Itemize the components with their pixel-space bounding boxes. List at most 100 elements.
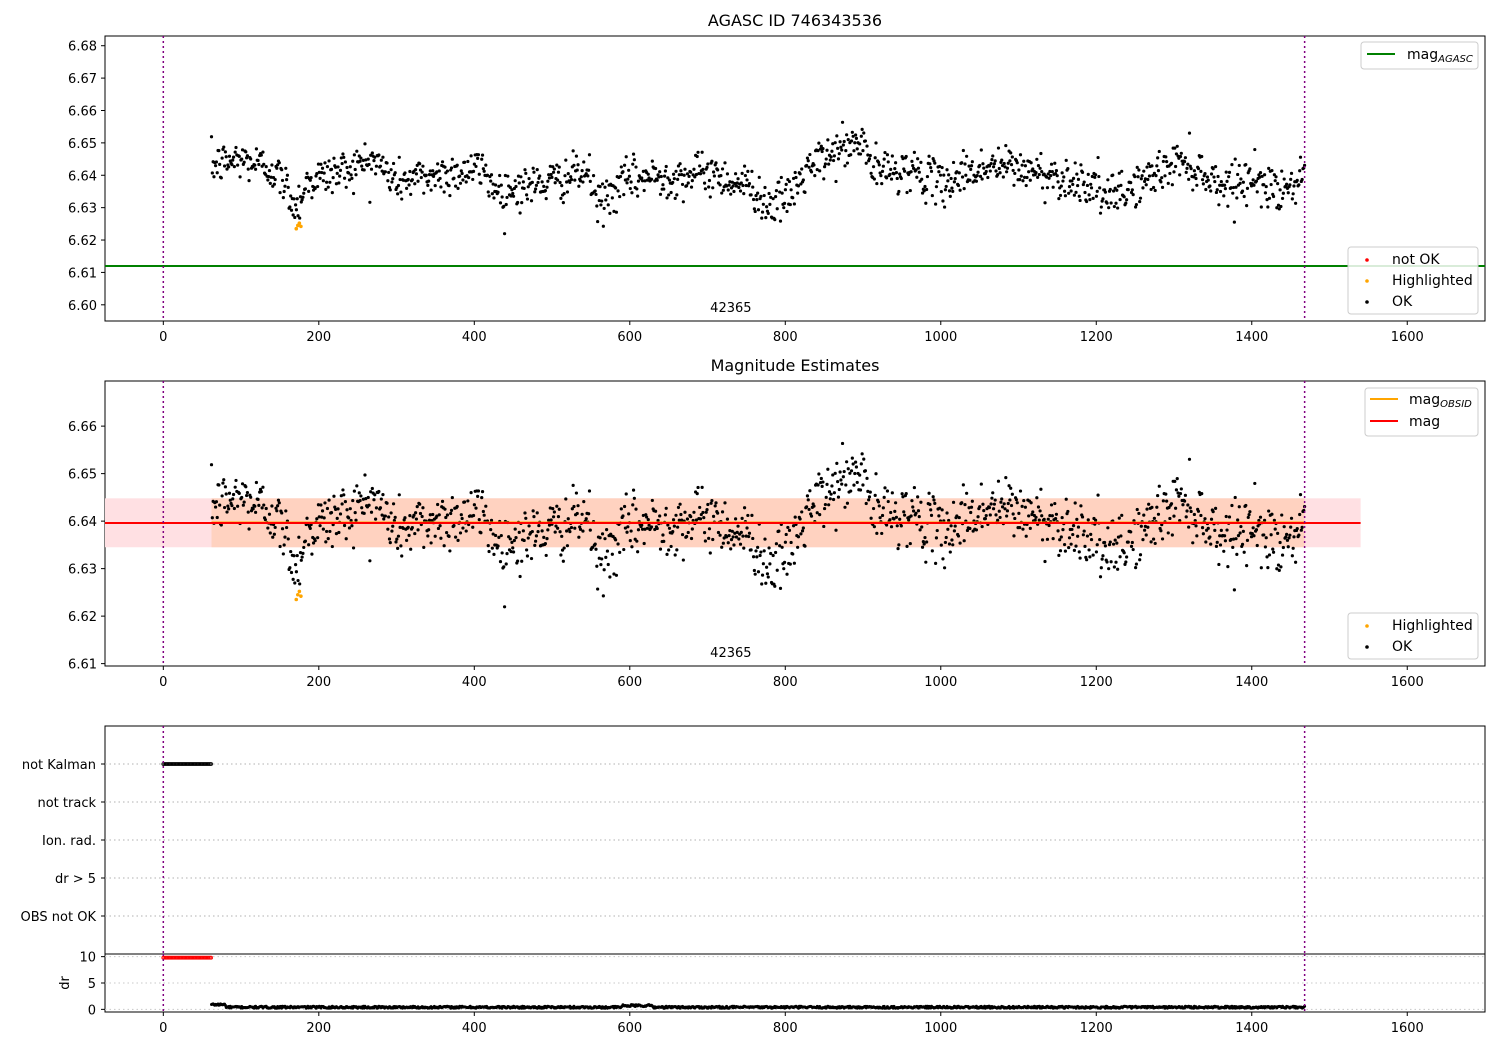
ok-point: [934, 561, 938, 565]
x-tick-label: 800: [773, 330, 798, 345]
ok-point: [818, 147, 823, 151]
ok-point: [919, 160, 923, 164]
ok-point: [240, 157, 244, 161]
ok-point: [1049, 174, 1053, 178]
ok-point: [967, 164, 971, 168]
ok-point: [1246, 515, 1250, 520]
ok-point: [1175, 477, 1179, 481]
ok-point: [420, 170, 424, 174]
ok-point: [928, 502, 932, 506]
ok-point: [1107, 206, 1111, 210]
ok-point: [391, 502, 396, 506]
ok-point: [702, 181, 707, 185]
legend-marker: [1365, 279, 1369, 283]
ok-point: [551, 170, 556, 174]
legend-marker: [1365, 258, 1369, 262]
x-tick-label: 200: [306, 1021, 331, 1036]
ok-point: [347, 171, 351, 175]
ok-point: [548, 164, 552, 168]
ok-point: [1080, 515, 1085, 519]
ok-point: [1281, 191, 1285, 195]
ok-point: [379, 158, 383, 162]
ok-point: [1274, 175, 1278, 179]
ok-point: [632, 158, 636, 162]
ok-point: [720, 510, 725, 514]
ok-point: [892, 172, 896, 176]
ok-point: [249, 157, 253, 161]
ok-point: [646, 172, 650, 176]
ok-point: [896, 547, 900, 551]
ok-point: [963, 502, 967, 507]
ok-point: [849, 153, 853, 157]
ok-point: [630, 191, 634, 195]
ok-point: [751, 555, 756, 559]
ok-point: [387, 170, 391, 175]
ok-point: [645, 526, 650, 530]
y-tick-label: 6.61: [68, 658, 97, 673]
ok-point: [671, 530, 675, 534]
ok-point: [378, 164, 383, 168]
ok-point: [1002, 502, 1006, 506]
ok-point: [1139, 177, 1143, 181]
ok-point: [489, 179, 493, 183]
ok-point: [1298, 493, 1303, 497]
y-tick-label: 6.60: [68, 299, 97, 314]
ok-point: [822, 177, 826, 181]
ok-point: [996, 146, 1001, 150]
dr-notok-point: [202, 955, 207, 960]
ok-point: [873, 156, 877, 160]
ok-point: [991, 154, 995, 158]
ok-point: [749, 548, 753, 552]
ok-point: [994, 169, 998, 173]
ok-point: [513, 527, 517, 531]
ok-point: [499, 533, 503, 538]
ok-point: [544, 553, 548, 558]
chart-title: AGASC ID 746343536: [708, 11, 882, 30]
ok-point: [578, 179, 583, 183]
ok-point: [382, 517, 386, 521]
ok-point: [1057, 196, 1061, 201]
ok-point: [1066, 509, 1070, 514]
ok-point: [1289, 177, 1293, 181]
ok-point: [1225, 179, 1229, 183]
ok-point: [325, 529, 329, 534]
ok-point: [979, 482, 983, 486]
ok-point: [373, 155, 377, 159]
ok-point: [1120, 513, 1124, 517]
ok-point: [408, 169, 412, 174]
ok-point: [958, 541, 962, 545]
ok-point: [946, 527, 950, 531]
ok-point: [559, 196, 563, 200]
ok-point: [1047, 176, 1051, 180]
ok-point: [369, 490, 373, 494]
ok-point: [272, 532, 276, 536]
ok-point: [597, 198, 601, 203]
ok-point: [1109, 560, 1113, 564]
ok-point: [817, 141, 821, 145]
ok-point: [1147, 174, 1152, 178]
ok-point: [460, 171, 464, 176]
ok-point: [332, 494, 336, 498]
ok-point: [569, 175, 573, 179]
ok-point: [636, 550, 640, 554]
ok-point: [725, 184, 729, 188]
ok-point: [824, 157, 828, 161]
ok-point: [1115, 188, 1119, 192]
ok-point: [291, 577, 295, 581]
ok-point: [767, 191, 771, 196]
ok-point: [449, 166, 454, 170]
ok-point: [674, 513, 678, 517]
ok-point: [791, 524, 796, 528]
ok-point: [676, 525, 680, 529]
ok-point: [775, 568, 779, 572]
ok-point: [1194, 524, 1198, 528]
ok-point: [372, 159, 376, 163]
ok-point: [1011, 168, 1015, 173]
ok-point: [340, 161, 344, 166]
ok-point: [1102, 540, 1107, 545]
ok-point: [436, 162, 440, 166]
ok-point: [624, 492, 628, 496]
ok-point: [1075, 172, 1079, 176]
ok-point: [396, 534, 401, 538]
ok-point: [605, 549, 610, 553]
